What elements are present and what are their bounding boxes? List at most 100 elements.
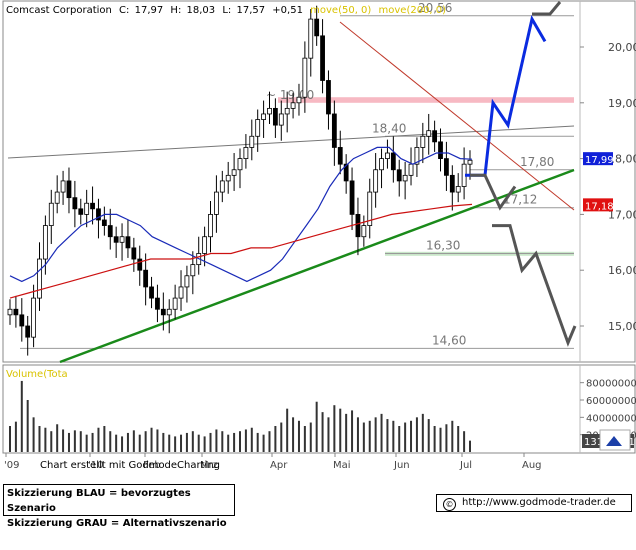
volume-title: Volume(Tota	[6, 369, 68, 380]
volume-bar	[221, 431, 224, 452]
instrument-name: Comcast Corporation	[6, 5, 112, 16]
volume-bar	[374, 417, 377, 452]
low-value: 17,57	[236, 5, 265, 16]
x-tick-label: Mrz	[200, 460, 218, 471]
candle	[296, 83, 302, 116]
x-tick-label: Mai	[333, 460, 351, 471]
candle	[432, 120, 438, 152]
volume-bar	[138, 434, 141, 452]
volume-bar	[309, 422, 312, 452]
candle	[320, 19, 325, 94]
candle	[449, 165, 455, 211]
volume-bar	[32, 417, 35, 452]
volume-bar	[345, 413, 348, 452]
x-tick-label: Feb	[143, 460, 161, 471]
volume-bar	[126, 432, 129, 452]
upper-channel-line	[7, 125, 575, 159]
source-link[interactable]: © http://www.godmode-trader.de	[436, 494, 632, 512]
volume-bar	[262, 434, 265, 452]
ma200-legend: move(200, 0)	[379, 5, 447, 16]
y-tick-label: 19,00	[608, 97, 636, 110]
candle	[237, 148, 243, 189]
y-tick-label: 17,00	[608, 208, 636, 221]
volume-bar	[150, 427, 153, 452]
x-tick-label: Apr	[270, 460, 288, 471]
candle	[60, 170, 66, 205]
copyright-icon: ©	[443, 498, 456, 511]
volume-bar	[14, 421, 17, 452]
candle	[267, 91, 272, 125]
y-tick-label: 18,00	[608, 153, 636, 166]
volume-bar	[67, 432, 70, 452]
legend-blue-line: Skizzierung BLAU = bevorzugtes Szenario	[7, 488, 191, 514]
volume-bar	[91, 432, 94, 452]
ma50-line	[9, 146, 473, 283]
volume-bar	[404, 422, 407, 452]
candle	[54, 175, 60, 214]
candle	[331, 100, 337, 166]
volume-bar	[185, 432, 188, 452]
candle	[72, 180, 78, 228]
volume-bar	[109, 431, 112, 452]
source-url[interactable]: http://www.godmode-trader.de	[462, 497, 616, 508]
x-tick-label: Jul	[459, 460, 472, 471]
candle	[249, 119, 255, 161]
support-trendline	[59, 168, 575, 364]
candle	[119, 223, 125, 261]
volume-bar	[203, 436, 206, 452]
candle	[361, 215, 367, 247]
candle	[7, 299, 13, 325]
candle	[355, 197, 361, 256]
volume-bar	[327, 417, 330, 452]
candle	[390, 136, 396, 183]
candle	[243, 134, 249, 169]
volume-bar	[50, 431, 53, 452]
x-tick-label: Aug	[522, 460, 542, 471]
candle	[149, 276, 154, 309]
candle	[379, 148, 384, 189]
candle	[396, 159, 402, 197]
scenario-legend: Skizzierung BLAU = bevorzugtes Szenario …	[3, 484, 235, 529]
volume-bar	[451, 420, 454, 452]
y-tick-label: 20,00	[608, 41, 636, 54]
volume-bar	[239, 431, 241, 452]
high-label: H:	[170, 5, 181, 16]
candle	[25, 315, 31, 356]
candle	[96, 198, 101, 239]
volume-bar	[303, 426, 306, 452]
volume-bar	[410, 420, 413, 452]
volume-bar	[292, 417, 295, 452]
volume-bar	[469, 440, 471, 452]
y-tick-label: 16,00	[608, 264, 636, 277]
volume-bar	[26, 400, 29, 452]
volume-bar	[162, 432, 165, 452]
level-label: 14,60	[432, 333, 466, 347]
ma200-badge: 17,18	[583, 198, 614, 212]
candle	[184, 265, 190, 303]
candle	[78, 198, 84, 225]
candle	[349, 167, 355, 231]
last-price-badge: 17,99	[583, 152, 614, 166]
chart-svg: 20,56 ~ 19,00 18,40 17,80 17,12 16,30 14,60 20…	[2, 0, 636, 471]
resistance-zone	[278, 97, 574, 103]
candle	[455, 173, 461, 203]
volume-tick-label: 40000000	[586, 413, 636, 424]
volume-bar	[398, 426, 401, 452]
x-tick-label: '09	[4, 460, 19, 471]
volume-bar	[121, 436, 124, 452]
candle	[420, 122, 426, 164]
volume-bar	[286, 408, 289, 452]
legend-gray-line: Skizzierung GRAU = Alternativszenario	[7, 518, 227, 529]
volume-bar	[351, 410, 354, 452]
candle	[373, 153, 379, 208]
volume-bar	[244, 429, 247, 452]
candle	[408, 147, 414, 186]
candle	[261, 100, 266, 138]
chart-tool-icon	[606, 436, 622, 446]
volume-bar	[274, 426, 277, 452]
close-value: 17,97	[135, 5, 164, 16]
volume-bar	[421, 413, 424, 452]
candle	[37, 242, 42, 311]
candle	[131, 237, 137, 272]
volume-bar	[62, 429, 65, 452]
